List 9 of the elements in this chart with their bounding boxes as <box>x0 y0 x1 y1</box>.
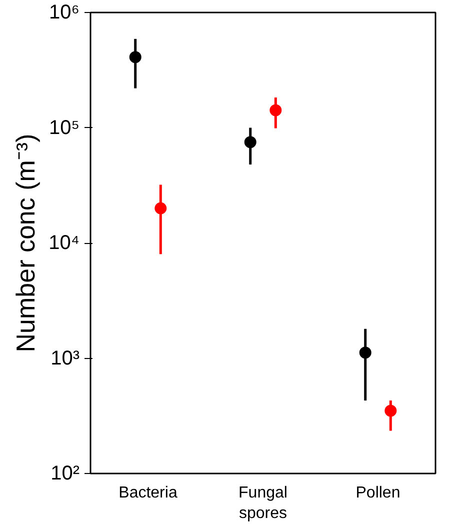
x-tick-label: Pollen <box>356 484 400 502</box>
y-tick-label: 10³ <box>50 347 80 370</box>
y-tick-label: 10² <box>50 462 80 484</box>
y-tick-label: 10⁵ <box>48 116 80 139</box>
y-axis-title: Number conc (m⁻³) <box>10 134 41 352</box>
y-tick-label: 10⁴ <box>48 232 80 254</box>
x-tick-label: Bacteria <box>118 484 178 502</box>
y-tick-label: 10⁶ <box>49 2 80 24</box>
x-tick-label: Fungal spores <box>238 484 288 522</box>
